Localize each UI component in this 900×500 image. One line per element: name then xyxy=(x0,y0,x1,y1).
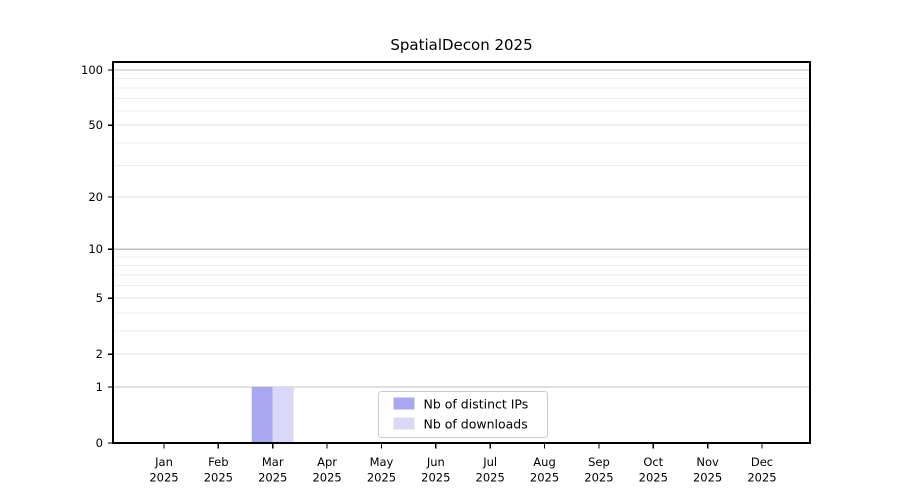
x-tick-label-month: Oct xyxy=(643,455,663,469)
bar-downloads xyxy=(272,386,294,443)
x-tick-label-month: Jun xyxy=(426,455,445,469)
x-tick-label-year: 2025 xyxy=(258,471,287,485)
y-tick-label: 5 xyxy=(96,291,103,305)
y-tick-label: 0 xyxy=(96,436,103,450)
x-tick-label-year: 2025 xyxy=(584,471,613,485)
x-tick-label-year: 2025 xyxy=(530,471,559,485)
x-tick-label-month: Dec xyxy=(751,455,773,469)
legend-swatch-downloads xyxy=(393,417,415,430)
x-tick-label-month: Aug xyxy=(533,455,555,469)
x-tick-label-month: Mar xyxy=(262,455,284,469)
x-tick-label-year: 2025 xyxy=(639,471,668,485)
x-tick-label-month: Apr xyxy=(317,455,337,469)
y-tick-label: 20 xyxy=(88,190,103,204)
x-tick-label-month: Feb xyxy=(208,455,228,469)
x-tick-label-month: Nov xyxy=(696,455,719,469)
y-tick-label: 50 xyxy=(88,118,103,132)
legend-box xyxy=(378,391,548,438)
x-tick-label-year: 2025 xyxy=(421,471,450,485)
x-tick-label-year: 2025 xyxy=(476,471,505,485)
x-tick-label-month: Jan xyxy=(154,455,173,469)
x-tick-label-year: 2025 xyxy=(747,471,776,485)
legend-swatch-distinct-ips xyxy=(393,397,415,410)
x-tick-label-year: 2025 xyxy=(367,471,396,485)
y-tick-label: 10 xyxy=(88,242,103,256)
x-tick-label-year: 2025 xyxy=(204,471,233,485)
bar-distinct-ips xyxy=(251,386,273,443)
chart-title: SpatialDecon 2025 xyxy=(390,36,533,54)
x-tick-label-month: Sep xyxy=(588,455,610,469)
plot-frame xyxy=(112,61,811,444)
x-tick-label-month: Jul xyxy=(482,455,497,469)
x-tick-label-year: 2025 xyxy=(693,471,722,485)
x-tick-label-year: 2025 xyxy=(312,471,341,485)
x-tick-label-month: May xyxy=(370,455,394,469)
legend-label: Nb of distinct IPs xyxy=(424,397,529,412)
y-tick-label: 2 xyxy=(96,347,103,361)
y-tick-label: 100 xyxy=(81,63,103,77)
legend-label: Nb of downloads xyxy=(424,417,528,432)
x-tick-label-year: 2025 xyxy=(149,471,178,485)
y-tick-label: 1 xyxy=(96,380,103,394)
